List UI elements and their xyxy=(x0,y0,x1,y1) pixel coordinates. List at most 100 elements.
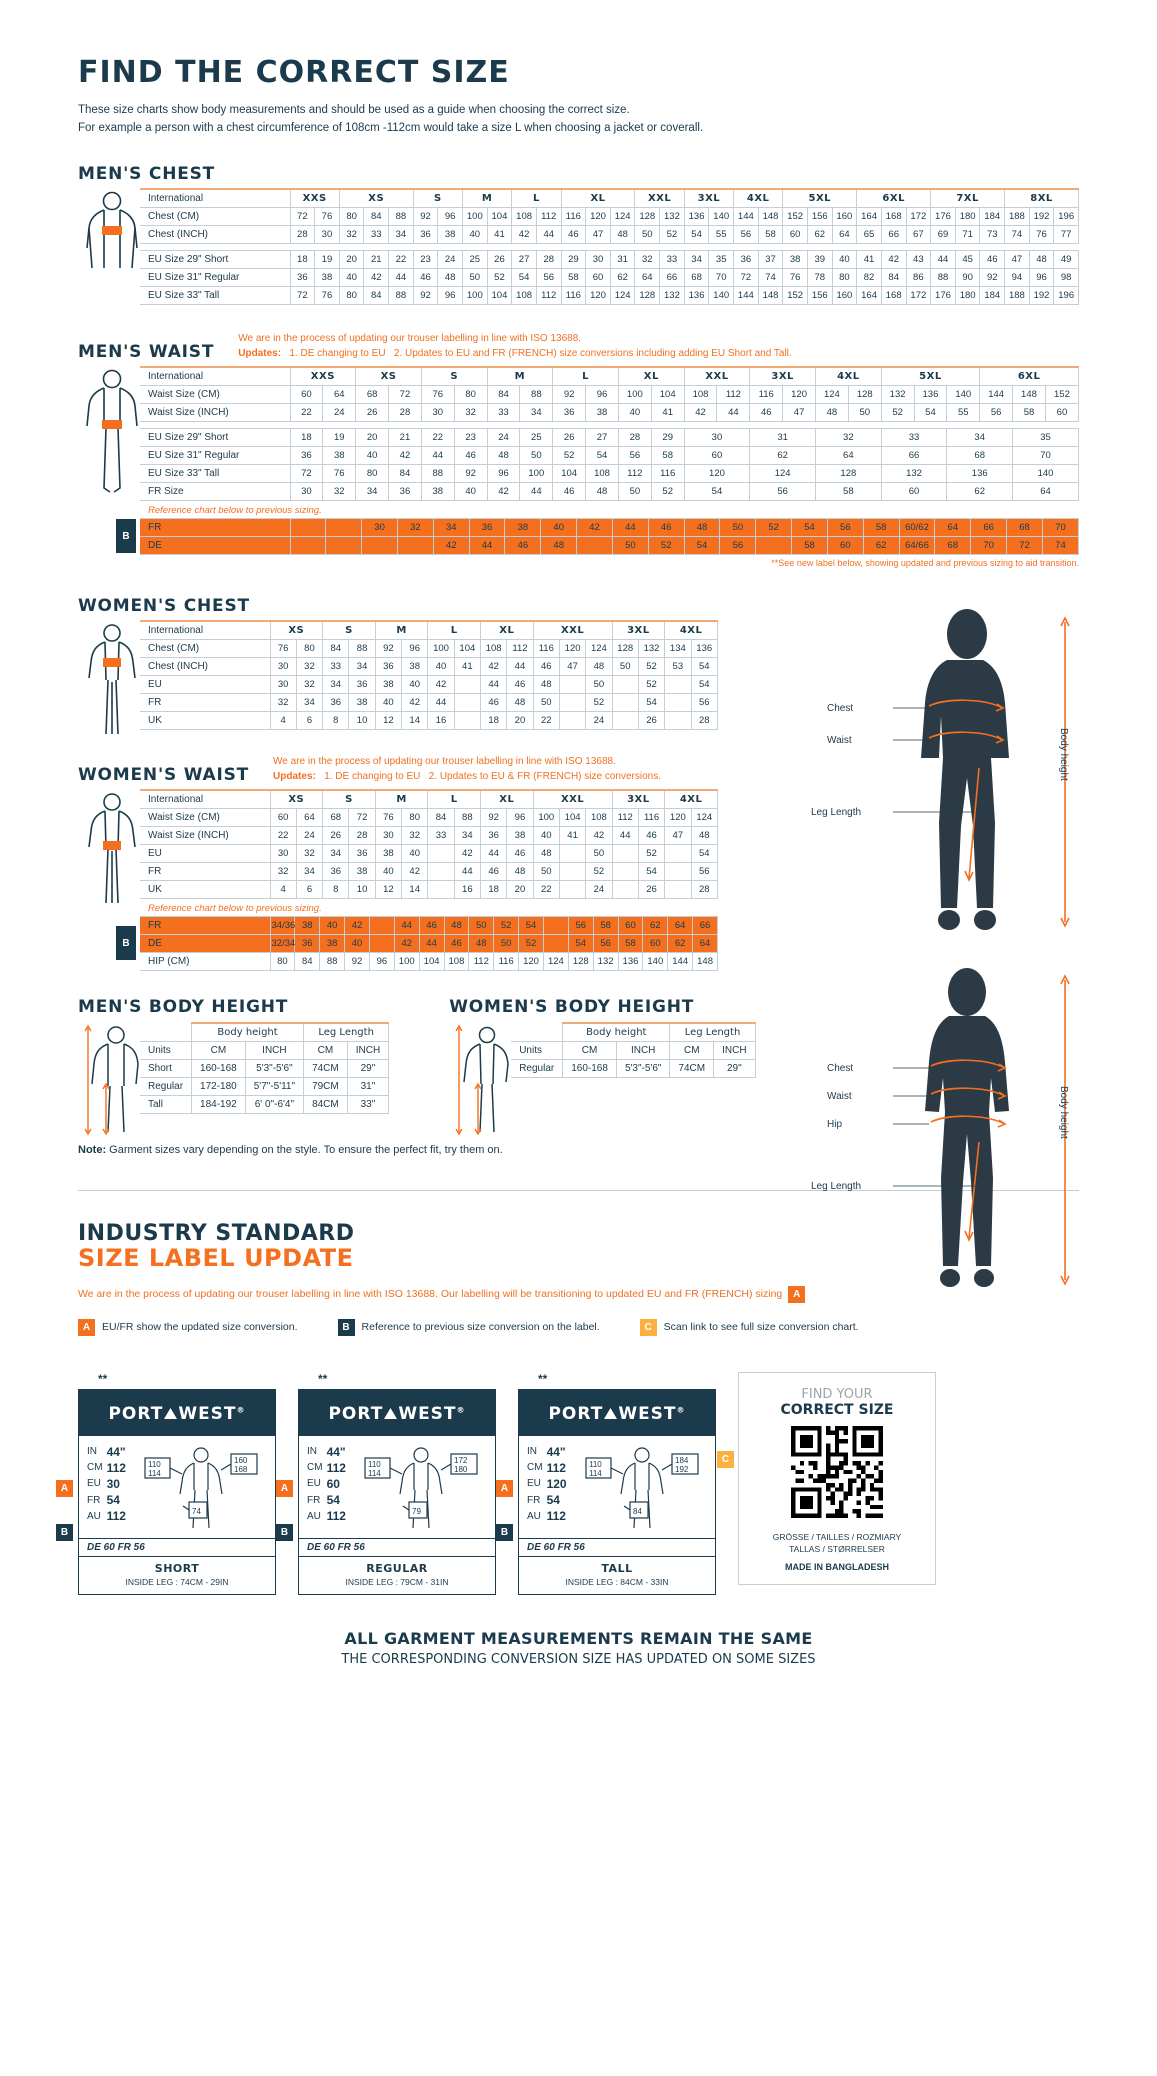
cell: 24 xyxy=(585,879,613,899)
bh-cell: 160-168 xyxy=(191,1058,246,1078)
cell: 30 xyxy=(420,402,455,422)
label-size-value: 44" xyxy=(326,1444,346,1459)
cell: 36 xyxy=(322,692,350,712)
label-size-row: IN 44" xyxy=(307,1444,350,1460)
notice-update-1: 1. DE changing to EU xyxy=(324,770,421,782)
cell: 34 xyxy=(453,825,482,845)
cell: 160 xyxy=(831,206,858,226)
label-size-value: 112 xyxy=(546,1509,566,1524)
notice-update-2: 2. Updates to EU and FR (FRENCH) size co… xyxy=(393,347,792,359)
size-header-3xl: 3XL xyxy=(611,619,666,640)
cell: 74 xyxy=(1004,224,1030,244)
cell: 30 xyxy=(289,481,324,501)
notice-update-2: 2. Updates to EU & FR (FRENCH) size conv… xyxy=(428,770,661,782)
legacy-cell: 64 xyxy=(667,915,694,935)
cell: 120 xyxy=(558,638,587,658)
cell: 38 xyxy=(420,481,455,501)
cell: 136 xyxy=(913,384,948,404)
col-international: International xyxy=(140,788,271,809)
portwest-logo: PORT WEST® xyxy=(108,1403,246,1424)
cell: 148 xyxy=(757,285,784,305)
label-box: PORT WEST® IN 44" CM 112 EU 120 FR 54 AU 112 110 114 1… xyxy=(518,1388,716,1595)
cell: 116 xyxy=(560,206,587,226)
womens-waist-table-wrap: International XS S M L XL XXL 3XL 4XL Waist Siz… xyxy=(78,788,718,903)
cell: 40 xyxy=(374,692,403,712)
cell: 100 xyxy=(617,384,652,404)
cell xyxy=(611,674,639,694)
cell: 50 xyxy=(585,674,613,694)
female-height-figure xyxy=(449,1022,511,1135)
cell-merged: 30 xyxy=(683,427,751,447)
cell: 96 xyxy=(437,285,463,305)
mens-chest-table-wrap: International XXS XS S M L XL XXL 3XL 4XL 5XL 6XL 7… xyxy=(78,187,1079,305)
cell xyxy=(664,692,692,712)
cell: 28 xyxy=(388,402,422,422)
mountain-icon xyxy=(384,1407,398,1419)
label-size-value: 112 xyxy=(326,1460,346,1475)
row-spacer xyxy=(140,421,1079,428)
bh-cell: 79CM xyxy=(303,1076,348,1096)
legacy-cell xyxy=(361,535,398,555)
section-divider xyxy=(78,1189,1079,1191)
cell: 54 xyxy=(637,692,666,712)
legacy-cell: 54 xyxy=(791,517,828,537)
bh-blank xyxy=(511,1023,563,1042)
legacy-cell xyxy=(289,535,327,555)
cell: 46 xyxy=(479,692,508,712)
mountain-icon xyxy=(164,1407,178,1419)
size-header-xs: XS xyxy=(269,788,324,809)
cell: 116 xyxy=(532,638,560,658)
row-label: Chest (INCH) xyxy=(140,656,271,676)
svg-text:180: 180 xyxy=(454,1465,468,1474)
cell: 32 xyxy=(295,843,324,863)
cell: 196 xyxy=(1053,206,1079,226)
label-figure: 110 114 172 180 79 xyxy=(356,1444,489,1534)
notice-updates-label: Updates: xyxy=(238,347,282,359)
bh-row: Regular 160-168 5'3"-5'6" 74CM 29" xyxy=(511,1058,756,1078)
cell: 64 xyxy=(322,384,357,404)
cell: 24 xyxy=(585,710,613,730)
cell: 144 xyxy=(733,285,759,305)
cell: 78 xyxy=(806,267,833,287)
cell: 84 xyxy=(363,285,390,305)
womens-chest-title: WOMEN'S CHEST xyxy=(78,595,250,616)
cell: 96 xyxy=(368,951,395,971)
cell xyxy=(664,843,692,863)
cell: 108 xyxy=(511,285,537,305)
legacy-cell: 48 xyxy=(683,517,721,537)
col-international: International xyxy=(140,365,291,386)
intro-line-2: For example a person with a chest circum… xyxy=(78,121,704,134)
cell: 27 xyxy=(585,427,619,447)
cell: 136 xyxy=(617,951,644,971)
female-model-photo: Chest Waist Hip Leg Length Body height xyxy=(811,966,1070,1296)
bh-cell: 84CM xyxy=(303,1094,348,1114)
mens-bh-wrap: Body height Leg Length Units CM INCH CM INCH S… xyxy=(78,1021,390,1135)
qr-code-icon[interactable] xyxy=(791,1425,883,1518)
cell: 10 xyxy=(348,879,376,899)
cell: 156 xyxy=(806,285,833,305)
row-label: FR Size xyxy=(140,481,291,501)
womens-body-height-block: WOMEN'S BODY HEIGHT xyxy=(449,997,756,1135)
cell-merged: 54 xyxy=(683,481,751,501)
legacy-cell: 66 xyxy=(970,517,1008,537)
label-size-value: 44" xyxy=(546,1444,566,1459)
cell: 76 xyxy=(1028,224,1055,244)
cell: 64 xyxy=(831,224,858,244)
col-international: International xyxy=(140,619,271,640)
table-row: FR 32 34 36 38 40 42 44 46 48 50 52 54 56 xyxy=(140,692,718,712)
cell: 36 xyxy=(552,402,587,422)
label-figure: 110 114 160 168 74 xyxy=(136,1444,269,1534)
size-header-m: M xyxy=(461,187,513,208)
bh-group-leg-length: Leg Length xyxy=(303,1021,390,1042)
mens-body-height-title: MEN'S BODY HEIGHT xyxy=(78,996,289,1017)
cell xyxy=(453,674,482,694)
cell: 196 xyxy=(1053,285,1079,305)
cell: 47 xyxy=(782,402,816,422)
cell: 42 xyxy=(511,224,537,244)
cell: 112 xyxy=(716,384,751,404)
legacy-cell xyxy=(542,915,569,935)
cell: 100 xyxy=(461,285,488,305)
legend-text: Scan link to see full size conversion ch… xyxy=(663,1321,859,1334)
cell: 41 xyxy=(453,656,482,676)
cell: 73 xyxy=(979,224,1006,244)
